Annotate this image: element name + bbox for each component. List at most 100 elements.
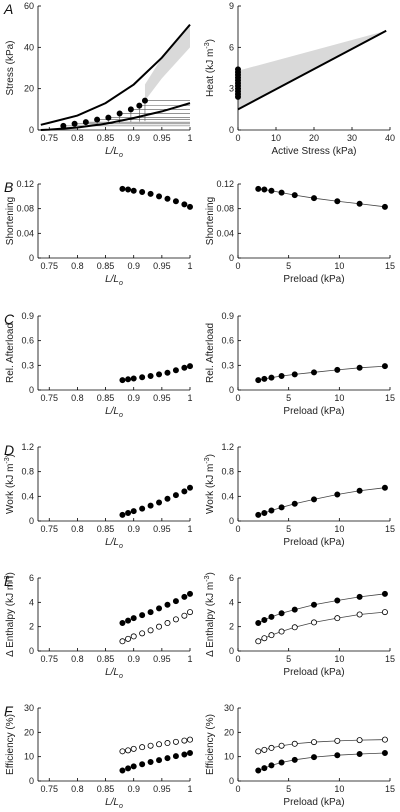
- x-tick-label: 5: [286, 784, 291, 794]
- data-point: [310, 619, 317, 626]
- x-tick-label: 10: [334, 784, 344, 794]
- data-point: [105, 114, 112, 121]
- y-tick-label: 0: [29, 646, 34, 656]
- x-tick-label: 0.8: [71, 654, 84, 664]
- chart-C-left: 0.75 0.8 0.85 0.9 0.95 1 0 0.3 0.6 0.9 L/Lo Rel. Af…: [4, 311, 193, 419]
- data-point: [186, 484, 193, 491]
- x-axis-label: Preload (kPa): [283, 537, 344, 548]
- panel-letter: C: [4, 311, 15, 327]
- data-point: [156, 741, 163, 748]
- y-tick-label: 0.9: [21, 311, 34, 321]
- x-tick-label: 10: [334, 654, 344, 664]
- series-line: [258, 365, 385, 381]
- x-axis-label: Preload (kPa): [283, 667, 344, 678]
- y-axis-label: Rel. Afterload: [5, 323, 16, 383]
- data-point: [186, 590, 193, 597]
- x-tick-label: 1: [187, 393, 192, 403]
- y-axis-label-main: Shortening: [5, 197, 16, 245]
- y-tick-label: 0.8: [21, 467, 34, 477]
- data-point: [164, 369, 171, 376]
- x-tick-label: 0.75: [40, 133, 58, 143]
- data-point: [156, 371, 163, 378]
- x-tick-label: 0.8: [71, 524, 84, 534]
- data-point: [310, 739, 317, 746]
- data-point: [125, 617, 132, 624]
- data-point: [164, 740, 171, 747]
- data-point: [172, 367, 179, 374]
- data-point: [291, 192, 298, 199]
- x-tick-label: 15: [385, 784, 395, 794]
- x-tick-label: 15: [385, 654, 395, 664]
- y-axis-label-sup: -3: [204, 457, 211, 463]
- data-point: [261, 509, 268, 516]
- series-0: [255, 736, 388, 755]
- x-tick-label: 0.9: [127, 524, 140, 534]
- series-1: [119, 609, 193, 645]
- x-axis-label: Preload (kPa): [283, 274, 344, 285]
- data-point: [186, 203, 193, 210]
- y-tick-label: 0: [229, 125, 234, 135]
- data-point: [141, 97, 148, 104]
- y-tick-label: 30: [224, 703, 234, 713]
- y-axis-label-sup: -3: [4, 575, 11, 581]
- data-point: [334, 198, 341, 205]
- series-0: [237, 29, 387, 111]
- data-point: [172, 616, 179, 623]
- x-axis-label-main: Preload (kPa): [283, 667, 344, 678]
- data-point: [164, 601, 171, 608]
- x-axis-label-main: L/L: [105, 667, 119, 678]
- x-tick-label: 1: [187, 524, 192, 534]
- x-axis-label-main: Preload (kPa): [283, 274, 344, 285]
- series-line: [258, 611, 385, 642]
- series-0: [255, 484, 388, 518]
- data-point: [130, 615, 137, 622]
- x-tick-label: 15: [385, 261, 395, 271]
- data-point: [381, 609, 388, 616]
- series-1: [255, 750, 388, 774]
- series-line: [40, 23, 191, 126]
- data-point: [255, 767, 262, 774]
- x-axis-label-main: Preload (kPa): [283, 537, 344, 548]
- series-line: [258, 739, 385, 752]
- data-point: [268, 744, 275, 751]
- data-point: [156, 193, 163, 200]
- data-point: [310, 601, 317, 608]
- x-tick-label: 0: [235, 133, 240, 143]
- data-point: [125, 747, 132, 754]
- series-line: [258, 752, 385, 771]
- x-axis-label: L/Lo: [105, 146, 123, 159]
- panel-letter: E: [4, 573, 14, 589]
- data-point: [381, 750, 388, 757]
- y-tick-label: 30: [24, 703, 34, 713]
- series-line: [258, 487, 385, 516]
- data-point: [255, 511, 262, 518]
- x-axis-label-main: Active Stress (kPa): [271, 146, 356, 157]
- y-axis-label-sup: -3: [204, 575, 211, 581]
- data-point: [334, 491, 341, 498]
- y-axis-label: Heat (kJ m-3): [204, 39, 216, 97]
- data-point: [356, 750, 363, 757]
- y-tick-label: 0: [229, 646, 234, 656]
- y-tick-label: 6: [229, 42, 234, 52]
- data-point: [94, 116, 101, 123]
- x-tick-label: 0.85: [97, 784, 115, 794]
- x-axis-label-main: Preload (kPa): [283, 406, 344, 417]
- data-point: [291, 624, 298, 631]
- y-tick-label: 0: [229, 776, 234, 786]
- y-axis-label-main: Rel. Afterload: [205, 323, 216, 383]
- data-point: [164, 495, 171, 502]
- x-tick-label: 15: [385, 393, 395, 403]
- chart-D-right: 0 5 10 15 0 0.4 0.8 1.2 Preload (kPa) Work (kJ m-…: [204, 442, 395, 548]
- data-point: [130, 508, 137, 515]
- x-axis-label: Preload (kPa): [283, 406, 344, 417]
- data-point: [181, 364, 188, 371]
- chart-C-right: 0 5 10 15 0 0.3 0.6 0.9 Preload (kPa) Rel. Afterl…: [205, 311, 395, 417]
- y-tick-label: 0: [29, 253, 34, 263]
- data-point: [334, 615, 341, 622]
- data-point: [181, 751, 188, 758]
- data-point: [268, 187, 275, 194]
- y-tick-label: 4: [229, 597, 234, 607]
- data-point: [381, 203, 388, 210]
- x-tick-label: 0.75: [40, 261, 58, 271]
- data-point: [278, 759, 285, 766]
